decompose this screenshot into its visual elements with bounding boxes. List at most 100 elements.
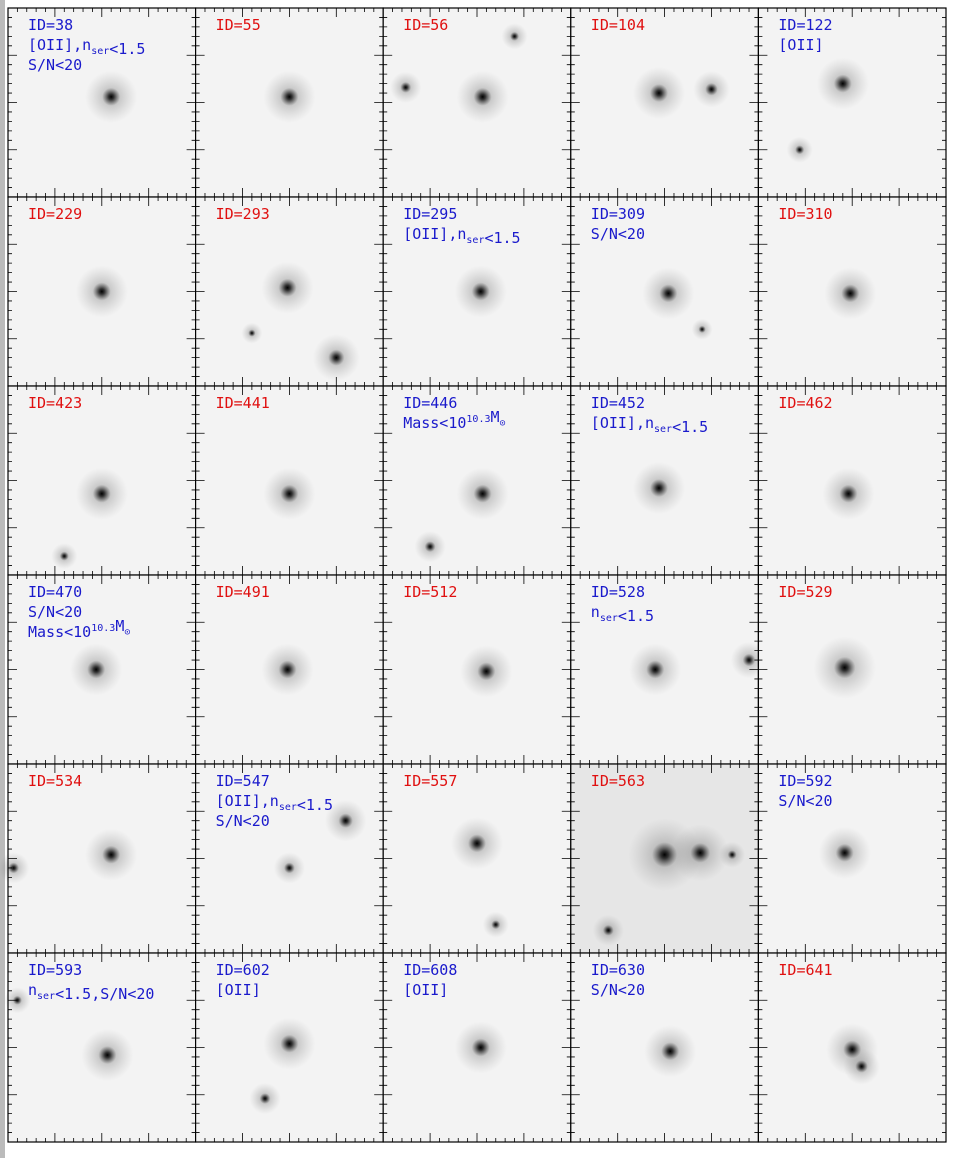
panel: ID=423 bbox=[7, 385, 197, 576]
galaxy-core bbox=[338, 813, 353, 828]
tick-marks bbox=[383, 197, 571, 386]
panel-note: S/N<20 bbox=[591, 225, 645, 243]
note-subscript: ⊙ bbox=[124, 627, 130, 638]
panel: ID=441 bbox=[195, 385, 384, 576]
galaxy-core bbox=[471, 1038, 490, 1057]
galaxy-core bbox=[855, 1060, 868, 1073]
panel: ID=563 bbox=[570, 763, 759, 954]
panel-id: ID=38 bbox=[28, 16, 73, 34]
panel: ID=512 bbox=[382, 574, 572, 765]
panel: ID=452 [OII],nser<1.5 bbox=[570, 385, 759, 576]
panel: ID=557 bbox=[382, 763, 572, 954]
galaxy-core bbox=[841, 284, 860, 303]
galaxy-core bbox=[8, 862, 20, 874]
note-text: S/N<20 bbox=[28, 56, 82, 74]
galaxy-core bbox=[400, 81, 412, 93]
galaxy-core bbox=[280, 87, 299, 106]
panel-id: ID=491 bbox=[216, 583, 270, 601]
panel-id: ID=441 bbox=[216, 394, 270, 412]
tick-marks bbox=[195, 953, 384, 1142]
galaxy-core bbox=[284, 862, 295, 874]
tick-marks bbox=[195, 386, 384, 575]
panel-note: [OII],nser<1.5 bbox=[216, 792, 333, 814]
galaxy-core bbox=[278, 660, 297, 679]
galaxy-core bbox=[471, 282, 490, 301]
galaxy-core bbox=[468, 834, 486, 853]
tick-marks bbox=[758, 8, 946, 197]
note-text: S/N<20 bbox=[28, 603, 82, 621]
tick-marks bbox=[383, 953, 571, 1142]
note-subscript: ser bbox=[466, 235, 484, 246]
galaxy-core bbox=[92, 484, 111, 503]
panel-note: nser<1.5 bbox=[591, 603, 654, 625]
panel: ID=534 bbox=[0, 763, 197, 954]
galaxy-core bbox=[424, 541, 436, 553]
panel-note: [OII],nser<1.5 bbox=[403, 225, 520, 247]
galaxy-core bbox=[839, 484, 858, 503]
tick-marks bbox=[383, 8, 571, 197]
note-superscript: 10.3 bbox=[91, 623, 115, 634]
note-text: [OII],n bbox=[28, 36, 91, 54]
panel-id: ID=563 bbox=[591, 772, 645, 790]
note-text: M bbox=[115, 617, 124, 635]
panel: ID=295 [OII],nser<1.5 bbox=[382, 196, 572, 387]
note-text: <1.5 bbox=[109, 40, 145, 58]
tick-marks bbox=[570, 197, 759, 386]
panel: ID=528 nser<1.5 bbox=[570, 574, 768, 765]
note-text: <1.5,S/N<20 bbox=[55, 985, 154, 1003]
panel-note: [OII] bbox=[216, 981, 261, 999]
note-subscript: ser bbox=[279, 802, 297, 813]
panel: ID=602 [OII] bbox=[195, 952, 384, 1143]
galaxy-core bbox=[477, 662, 496, 681]
note-text: S/N<20 bbox=[216, 812, 270, 830]
galaxy-core bbox=[102, 87, 121, 106]
panel-note: S/N<20 bbox=[216, 812, 270, 830]
galaxy-core bbox=[705, 82, 718, 96]
note-text: [OII],n bbox=[591, 414, 654, 432]
note-text: [OII] bbox=[778, 36, 823, 54]
tick-marks bbox=[8, 575, 196, 764]
panel: ID=547[OII],nser<1.5S/N<20 bbox=[195, 763, 384, 954]
note-text: M bbox=[491, 408, 500, 426]
note-subscript: ser bbox=[654, 424, 672, 435]
panel-id: ID=462 bbox=[778, 394, 832, 412]
tick-marks bbox=[8, 764, 196, 953]
panel-id: ID=104 bbox=[591, 16, 645, 34]
tick-marks bbox=[758, 575, 946, 764]
panel: ID=462 bbox=[757, 385, 947, 576]
panel-id: ID=310 bbox=[778, 205, 832, 223]
panel: ID=529 bbox=[757, 574, 947, 765]
galaxy-core bbox=[659, 284, 678, 303]
panel: ID=229 bbox=[7, 196, 197, 387]
note-text: [OII],n bbox=[216, 792, 279, 810]
tick-marks bbox=[195, 764, 384, 953]
galaxy-core bbox=[833, 74, 852, 93]
panel: ID=56 bbox=[382, 7, 572, 198]
tick-marks bbox=[570, 575, 759, 764]
galaxy-core bbox=[12, 995, 22, 1005]
note-subscript: ser bbox=[91, 46, 109, 57]
panel: ID=293 bbox=[195, 196, 384, 387]
panel: ID=592 S/N<20 bbox=[757, 763, 947, 954]
panel-id: ID=528 bbox=[591, 583, 645, 601]
galaxy-core bbox=[649, 479, 668, 498]
panel-id: ID=512 bbox=[403, 583, 457, 601]
tick-marks bbox=[570, 386, 759, 575]
tick-marks bbox=[758, 764, 946, 953]
note-text: [OII],n bbox=[403, 225, 466, 243]
panel: ID=309 S/N<20 bbox=[570, 196, 759, 387]
tick-marks bbox=[758, 197, 946, 386]
panel: ID=491 bbox=[195, 574, 384, 765]
panel-id: ID=534 bbox=[28, 772, 82, 790]
galaxy-core bbox=[795, 145, 805, 155]
galaxy-core bbox=[87, 660, 106, 679]
note-text: S/N<20 bbox=[778, 792, 832, 810]
panel-note: S/N<20 bbox=[778, 792, 832, 810]
panel-id: ID=55 bbox=[216, 16, 261, 34]
galaxy-core bbox=[491, 920, 501, 930]
galaxy-core bbox=[742, 653, 756, 667]
